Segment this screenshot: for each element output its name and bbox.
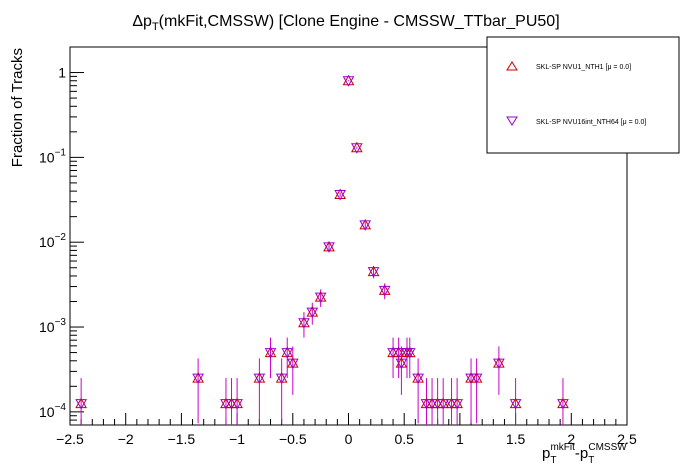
- x-tick-label: 0: [345, 431, 353, 447]
- data-point: [253, 358, 266, 424]
- data-point: [342, 74, 355, 87]
- y-tick-label: 10−2: [39, 232, 66, 250]
- xlabel-p: p: [542, 445, 550, 462]
- axes: −2.5 −2 −1.5 −1 −0.5 0 0.5 1 1.5 2 2.5 10−4 10−3 10−2…: [39, 46, 637, 447]
- title-prefix: Δp: [132, 13, 152, 30]
- data-point: [306, 302, 319, 325]
- title-sub: T: [152, 21, 159, 33]
- xlabel-sub2: T: [588, 455, 594, 466]
- x-axis-label: pTmkFit-pTCMSSW: [542, 442, 627, 466]
- x-tick-label: 2: [567, 431, 575, 447]
- legend-label-1: SKL-SP NVU1_NTH1 [μ = 0.0]: [536, 64, 631, 71]
- data-point: [351, 141, 363, 154]
- data-point: [470, 358, 483, 424]
- legend-marker-up: [506, 61, 518, 71]
- data-point: [192, 358, 204, 424]
- data-point: [451, 378, 463, 425]
- marker-triangle-down: [395, 358, 408, 370]
- marker-triangle-down: [192, 373, 204, 385]
- marker-triangle-down: [334, 189, 346, 201]
- data-point: [387, 337, 399, 379]
- data-point: [412, 358, 424, 424]
- marker-triangle-down: [470, 373, 483, 385]
- marker-triangle-down: [286, 358, 299, 370]
- legend: SKL-SP NVU1_NTH1 [μ = 0.0] SKL-SP NVU16i…: [486, 36, 680, 154]
- marker-triangle-down: [367, 267, 380, 278]
- data-point: [395, 346, 408, 395]
- data-point: [493, 346, 505, 395]
- data-point: [367, 265, 380, 279]
- data-point: [314, 289, 327, 308]
- marker-triangle-down: [509, 399, 522, 410]
- marker-triangle-down: [298, 318, 310, 329]
- x-tick-label: 2.5: [617, 431, 637, 447]
- data-point: [392, 337, 405, 379]
- x-tick-label: −2.5: [56, 431, 84, 447]
- marker-triangle-down: [403, 348, 416, 359]
- data-point: [509, 378, 522, 425]
- marker-triangle-down: [281, 348, 294, 359]
- xlabel-sup1: mkFit: [550, 442, 575, 453]
- marker-triangle-down: [75, 399, 87, 410]
- data-point: [557, 378, 569, 425]
- marker-triangle-down: [359, 220, 372, 231]
- x-tick-label: 1.5: [506, 431, 526, 447]
- marker-triangle-down: [493, 358, 505, 370]
- marker-triangle-down: [342, 76, 355, 87]
- legend-marker-down: [506, 116, 518, 126]
- y-tick-label: 10−1: [39, 147, 66, 165]
- marker-triangle-down: [314, 292, 327, 304]
- xlabel-dash: -p: [575, 445, 588, 462]
- data-point: [403, 337, 416, 379]
- marker-triangle-down: [351, 143, 363, 154]
- data-point: [231, 378, 243, 425]
- data-points: [75, 74, 569, 425]
- x-tick-label: −1.5: [168, 431, 196, 447]
- marker-triangle-down: [323, 242, 335, 253]
- data-point: [401, 337, 413, 379]
- marker-triangle-down: [557, 399, 569, 410]
- data-point: [334, 188, 346, 201]
- xlabel-sup2: CMSSW: [588, 442, 627, 453]
- data-point: [437, 378, 450, 425]
- marker-triangle-down: [264, 348, 277, 359]
- data-point: [275, 358, 288, 424]
- marker-triangle-down: [437, 399, 450, 410]
- marker-triangle-down: [275, 373, 288, 385]
- data-point: [281, 337, 294, 379]
- y-tick-label: 10−4: [39, 402, 66, 420]
- data-point: [75, 378, 87, 425]
- x-tick-label: 1: [456, 431, 464, 447]
- marker-triangle-down: [253, 373, 266, 385]
- marker-triangle-down: [231, 399, 243, 410]
- chart-title: ΔpT(mkFit,CMSSW) [Clone Engine - CMSSW_T…: [132, 13, 559, 33]
- y-tick-label: 1: [58, 65, 66, 81]
- x-tick-label: 0.5: [394, 431, 414, 447]
- data-point: [264, 337, 277, 379]
- data-point: [323, 240, 335, 253]
- marker-triangle-down: [378, 285, 391, 297]
- x-tick-label: −0.5: [279, 431, 307, 447]
- marker-triangle-down: [412, 373, 424, 385]
- data-point: [359, 218, 372, 231]
- data-point: [286, 346, 299, 395]
- title-rest: (mkFit,CMSSW) [Clone Engine - CMSSW_TTba…: [159, 13, 560, 30]
- x-tick-label: −1: [229, 431, 245, 447]
- legend-label-2: SKL-SP NVU16int_NTH64 [μ = 0.0]: [536, 119, 646, 126]
- x-tick-label: −2: [118, 431, 134, 447]
- marker-triangle-down: [451, 399, 463, 410]
- y-axis-label: Fraction of Tracks: [9, 48, 26, 167]
- data-point: [378, 283, 391, 300]
- data-point: [298, 312, 310, 338]
- legend-box: [486, 36, 680, 154]
- marker-triangle-down: [306, 307, 319, 319]
- data-point: [465, 358, 477, 424]
- y-tick-label: 10−3: [39, 317, 66, 335]
- xlabel-sub1: T: [550, 455, 556, 466]
